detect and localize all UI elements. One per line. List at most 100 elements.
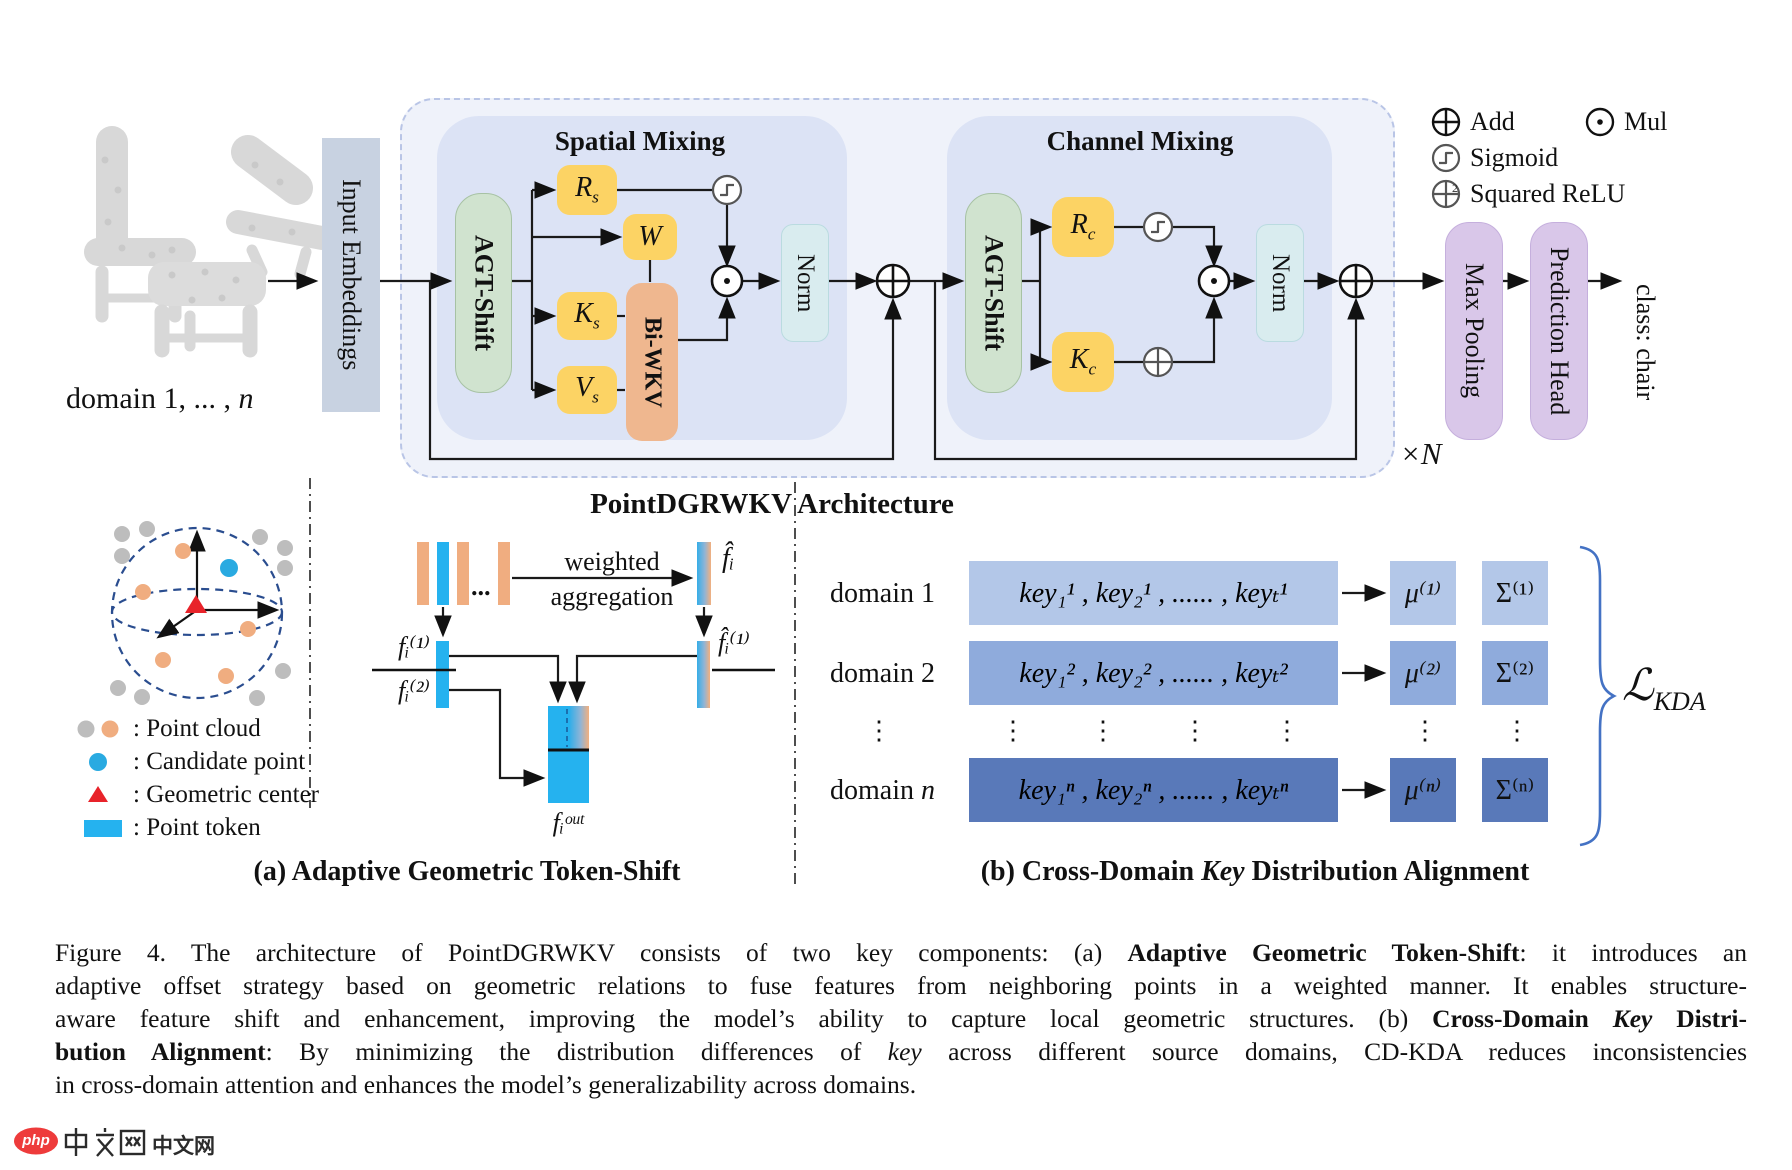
- token-shift-diagram: [372, 542, 775, 803]
- spatial-mixing-title: Spatial Mixing: [554, 126, 726, 156]
- mul-icon: [1197, 264, 1231, 298]
- vdots: ⋮: [866, 716, 892, 745]
- domain-n-keys-box: key₁ⁿ , key₂ⁿ , ...... , keyₜⁿ: [969, 758, 1338, 822]
- domain-2-label: domain 2: [830, 658, 935, 689]
- geometric-center-triangle: [185, 595, 207, 613]
- sigma-n-box: Σ⁽ⁿ⁾: [1482, 758, 1548, 822]
- bars-ellipsis: ...: [472, 572, 492, 601]
- mu-n-box: μ⁽ⁿ⁾: [1390, 758, 1456, 822]
- mu-1-box: μ⁽¹⁾: [1390, 561, 1456, 625]
- channel-mixing-title: Channel Mixing: [1046, 126, 1234, 156]
- aggregation-label: aggregation: [550, 582, 674, 611]
- vdots: ⋮: [1274, 716, 1300, 745]
- class-output-label: class: chair: [1631, 283, 1660, 401]
- point-cloud-dots-gray: [110, 521, 293, 706]
- orange-dot-icon: [101, 720, 119, 738]
- architecture-title: PointDGRWKV Architecture: [590, 488, 954, 520]
- f-hat-label: f̂ᵢ: [722, 543, 735, 574]
- f-hat-1-label: f̂ᵢ⁽¹⁾: [718, 628, 750, 657]
- point-token-legend-label: : Point token: [133, 814, 261, 841]
- domain-1-keys-box: key₁¹ , key₂¹ , ...... , keyₜ¹: [969, 561, 1338, 625]
- vs-box: Vs: [557, 366, 617, 414]
- gray-dot-icon: [77, 720, 95, 738]
- f-2-label: fᵢ⁽²⁾: [398, 676, 430, 705]
- svg-text:2: 2: [1452, 181, 1458, 195]
- watermark-cjk-glyphs: [64, 1128, 146, 1157]
- squared-relu-icon: [1142, 346, 1174, 378]
- max-pooling-box: Max Pooling: [1445, 222, 1503, 440]
- domain-n-label: domain n: [830, 775, 935, 806]
- f-out-label: fᵢᵒᵘᵗ: [552, 808, 584, 837]
- mul-icon: [710, 264, 744, 298]
- geometric-center-legend-label: : Geometric center: [133, 781, 320, 808]
- squared-relu-icon: 2: [1431, 179, 1461, 209]
- point-cloud-dots-orange: [135, 543, 256, 684]
- panel-a-title: (a) Adaptive Geometric Token-Shift: [253, 856, 681, 887]
- f-1-label: fᵢ⁽¹⁾: [398, 632, 430, 661]
- mu-2-box: μ⁽²⁾: [1390, 641, 1456, 705]
- w-box: W: [623, 214, 677, 260]
- caption-line: in cross-domain attention and enhances t…: [55, 1070, 917, 1099]
- watermark-site-label: 中文网: [152, 1134, 215, 1158]
- kda-loss-label: ℒKDA: [1622, 661, 1706, 716]
- input-embeddings-box: Input Embeddings: [322, 138, 380, 412]
- vdots: ⋮: [1090, 716, 1116, 745]
- vdots: ⋮: [1182, 716, 1208, 745]
- point-legend-icons: [77, 720, 122, 837]
- vdots: ⋮: [1000, 716, 1026, 745]
- kc-box: Kc: [1052, 332, 1114, 392]
- agt-shift-box: AGT-Shift: [455, 193, 512, 393]
- rs-box: Rs: [557, 165, 617, 215]
- sigmoid-icon: [711, 174, 743, 206]
- sigmoid-icon: [1431, 143, 1461, 173]
- agt-shift-box: AGT-Shift: [965, 193, 1022, 393]
- sigma-1-box: Σ⁽¹⁾: [1482, 561, 1548, 625]
- panel-b-title: (b) Cross-Domain Key Distribution Alignm…: [980, 856, 1530, 887]
- ks-box: Ks: [557, 292, 617, 340]
- add-icon: [1431, 107, 1461, 137]
- kda-arrows: [1342, 584, 1387, 799]
- kda-brace: [1579, 545, 1617, 847]
- point-cloud-legend-label: : Point cloud: [133, 715, 261, 742]
- mul-icon: [1585, 107, 1615, 137]
- add-icon: [875, 263, 911, 299]
- sigma-2-box: Σ⁽²⁾: [1482, 641, 1548, 705]
- bi-wkv-box: Bi-WKV: [626, 283, 678, 441]
- geometric-center-icon: [88, 786, 108, 802]
- legend-sigmoid-label: Sigmoid: [1470, 143, 1559, 172]
- caption-line: aware feature shift and enhancement, imp…: [55, 1004, 1748, 1033]
- caption-line: Figure 4. The architecture of PointDGRWK…: [55, 938, 1747, 967]
- legend-add-label: Add: [1470, 107, 1515, 136]
- figure-caption: Figure 4. The architecture of PointDGRWK…: [55, 936, 1747, 1101]
- architecture-wires: [268, 181, 1623, 461]
- candidate-point-icon: [89, 753, 107, 771]
- rc-box: Rc: [1052, 197, 1114, 257]
- domain-input-label: domain 1, ... , n: [66, 382, 254, 415]
- caption-line: adaptive offset strategy based on geomet…: [55, 971, 1747, 1000]
- panel-separators: [309, 478, 796, 886]
- caption-line: bution Alignment: By minimizing the dist…: [55, 1037, 1748, 1066]
- php-badge: [14, 1127, 58, 1155]
- legend-squared-relu-label: Squared ReLU: [1470, 179, 1626, 208]
- weighted-label: weighted: [564, 547, 660, 576]
- candidate-point-legend-label: : Candidate point: [133, 748, 306, 775]
- operator-icons: [710, 174, 1374, 378]
- domain-2-keys-box: key₁² , key₂² , ...... , keyₜ²: [969, 641, 1338, 705]
- sigmoid-icon: [1142, 211, 1174, 243]
- watermark: [14, 1127, 146, 1157]
- domain-1-label: domain 1: [830, 578, 935, 609]
- times-n-label: ×N: [1400, 436, 1442, 471]
- candidate-point-dot: [220, 559, 238, 577]
- prediction-head-box: Prediction Head: [1530, 222, 1588, 440]
- geometric-sphere-diagram: [110, 521, 293, 706]
- add-icon: [1338, 263, 1374, 299]
- vdots: ⋮: [1504, 716, 1530, 745]
- legend-mul-label: Mul: [1624, 107, 1668, 136]
- watermark-php-label: php: [22, 1132, 50, 1149]
- norm-box: Norm: [781, 224, 829, 342]
- vdots: ⋮: [1412, 716, 1438, 745]
- point-token-icon: [84, 820, 122, 837]
- legend-icons: 2: [1431, 107, 1615, 209]
- norm-box: Norm: [1256, 224, 1304, 342]
